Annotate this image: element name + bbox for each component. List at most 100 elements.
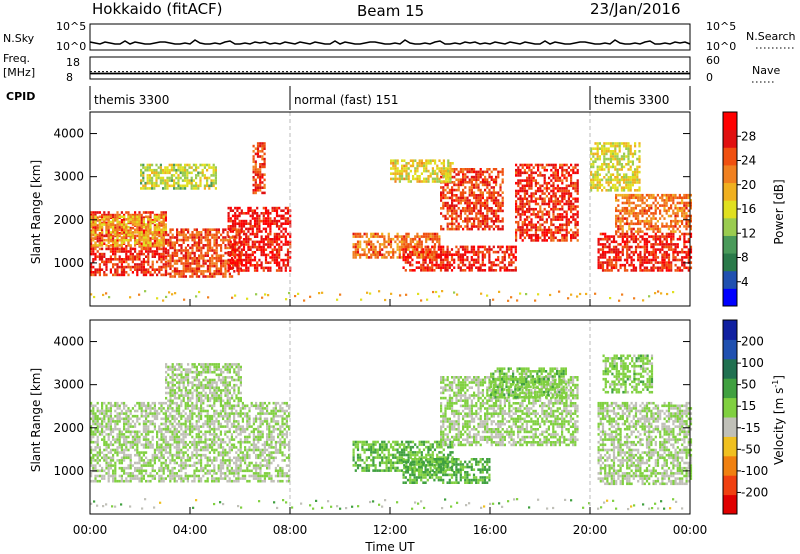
data-cell [515,207,518,211]
data-cell [204,275,207,278]
data-cell [552,184,555,188]
data-cell [258,243,261,246]
data-cell [224,238,227,242]
data-cell [118,265,121,269]
data-cell [475,181,478,184]
data-cell [142,273,145,277]
data-cell [497,245,500,249]
data-cell [492,209,495,213]
data-cell [645,256,649,259]
data-cell [685,250,688,254]
data-cell [498,290,501,293]
data-cell [147,263,150,266]
data-cell [273,238,276,241]
data-cell [670,232,673,236]
data-cell [632,250,635,254]
data-cell [481,217,484,220]
data-cell [251,232,254,236]
data-cell [134,220,137,224]
data-cell [530,239,533,242]
data-cell [610,240,613,244]
data-cell [630,196,633,200]
data-cell [215,238,218,242]
data-cell [98,225,101,229]
data-cell [235,236,238,239]
data-cell [215,246,218,250]
data-cell [253,269,257,272]
data-cell [526,179,529,182]
data-cell [215,251,218,255]
data-cell [626,212,629,215]
data-cell [414,243,417,246]
data-cell [403,164,406,168]
data-cell [484,227,487,231]
data-cell [561,205,564,208]
data-cell [621,206,624,210]
data-cell [501,191,504,194]
data-cell [477,209,480,213]
data-cell [188,181,191,185]
data-cell [464,191,467,194]
data-cell [479,170,482,174]
data-cell [352,235,355,238]
data-cell [510,261,513,264]
data-cell [607,170,610,174]
data-cell [637,204,640,207]
data-cell [157,176,160,180]
data-cell [264,243,268,246]
data-cell [162,171,165,175]
data-cell [177,181,180,185]
data-cell [224,244,227,247]
data-cell [418,250,421,254]
data-cell [200,254,203,257]
data-cell [151,231,154,234]
data-cell [567,166,570,169]
data-cell [638,170,641,174]
data-cell [598,165,601,169]
data-cell [462,209,465,213]
data-cell [174,292,177,295]
data-cell [284,269,287,272]
data-cell [514,245,517,249]
data-cell [254,163,257,166]
data-cell [606,269,609,272]
data-cell [220,246,223,250]
data-cell [620,168,623,171]
data-cell [120,238,123,242]
data-cell [570,210,573,214]
data-cell [242,248,246,251]
data-cell [650,227,653,231]
data-cell [195,249,198,252]
data-cell [481,250,484,254]
data-cell [634,142,637,145]
data-cell [663,243,666,246]
freq-label: Freq. [3,52,30,65]
data-cell [142,238,145,242]
data-cell [608,245,611,249]
data-cell [446,266,449,269]
data-cell [626,256,629,259]
data-cell [534,202,537,206]
data-cell [284,222,287,225]
data-cell [267,214,270,218]
data-cell [616,168,619,171]
data-cell [501,170,504,174]
data-cell [486,217,489,220]
data-cell [429,172,432,175]
data-cell [530,163,533,167]
data-cell [94,252,97,256]
data-cell [678,235,682,238]
data-cell [105,273,108,277]
data-cell [552,171,555,175]
data-cell [162,234,165,238]
data-cell [625,181,628,184]
data-cell [512,253,515,256]
data-cell [275,232,279,236]
data-cell [643,256,646,259]
data-cell [508,263,511,267]
data-cell [481,256,484,259]
data-cell [545,187,548,190]
data-cell [114,271,117,274]
data-cell [621,230,624,233]
data-cell [209,272,212,276]
